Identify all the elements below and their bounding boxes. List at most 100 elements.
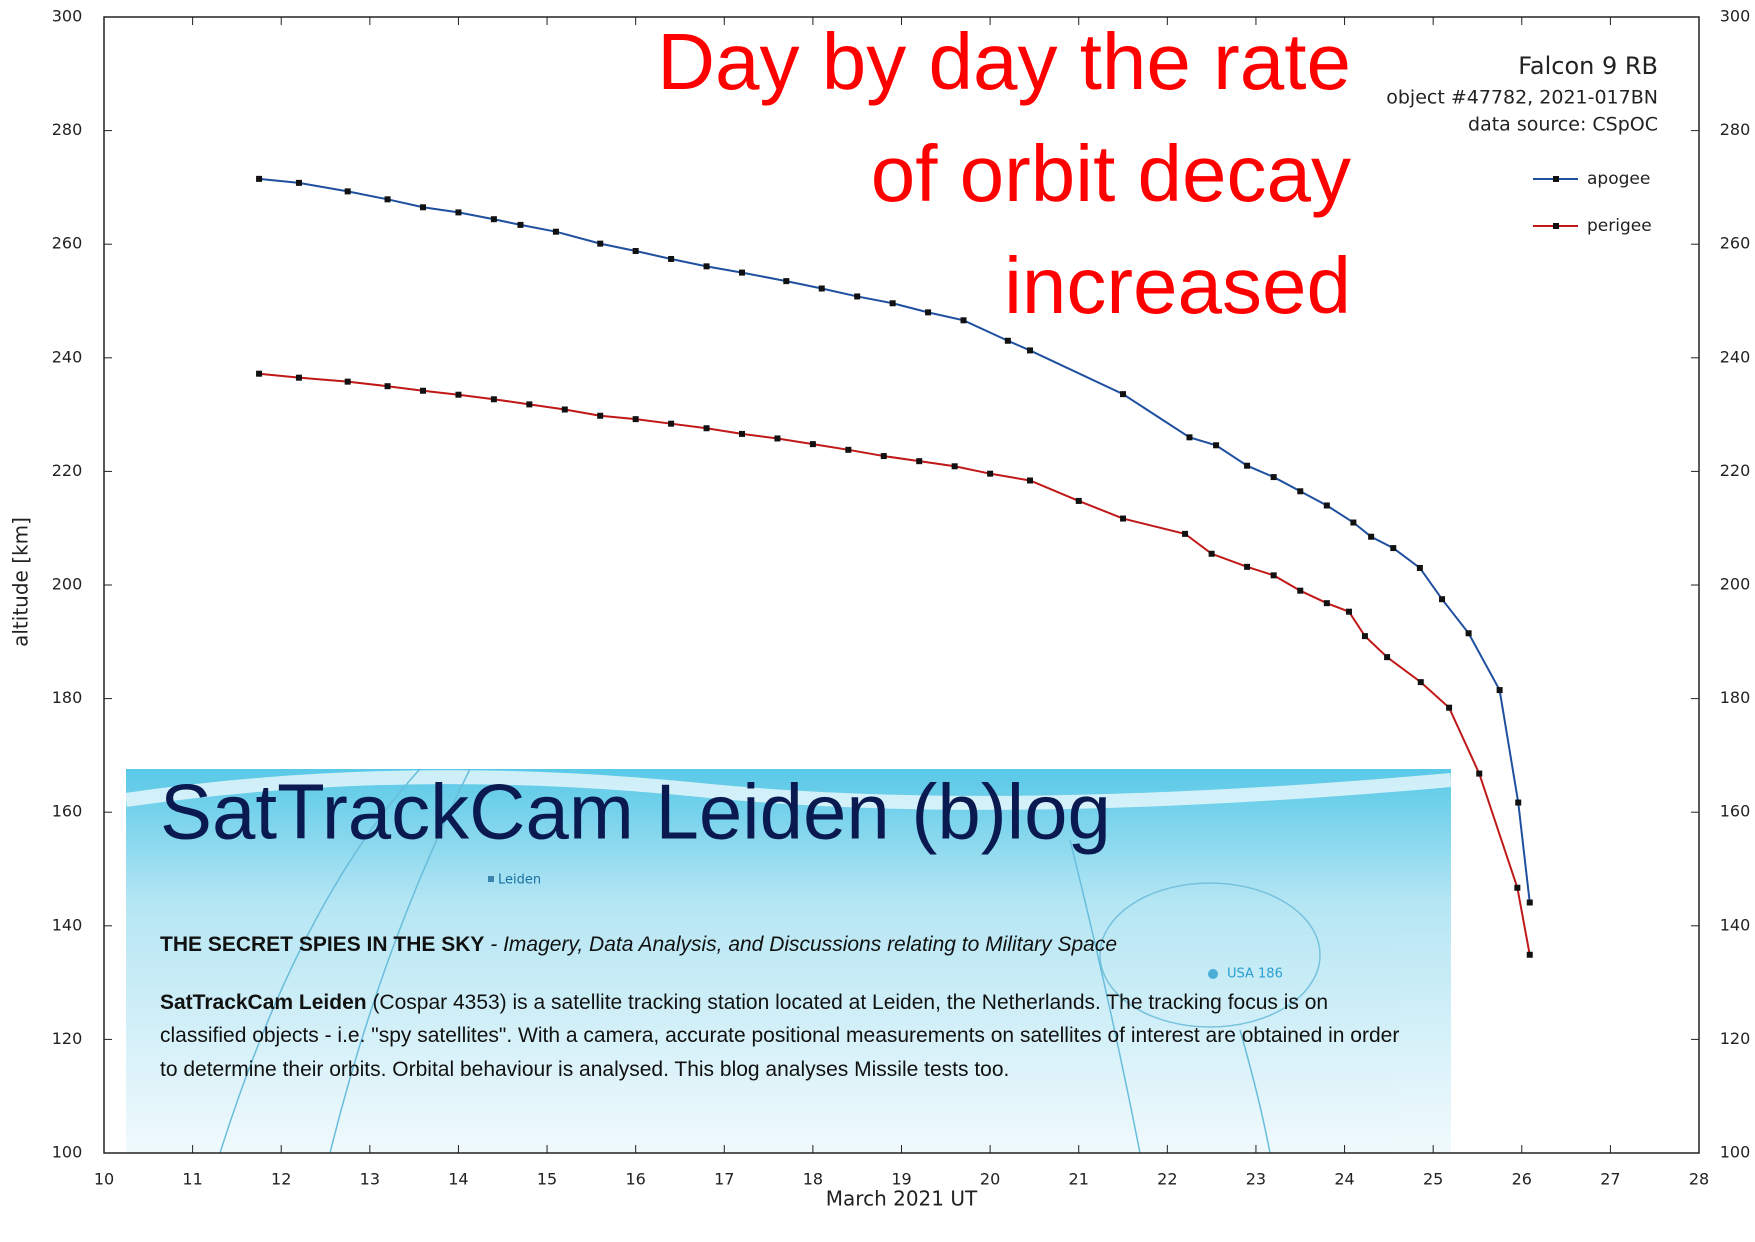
x-tick-label: 16 bbox=[625, 1170, 645, 1189]
blog-paragraph: SatTrackCam Leiden (Cospar 4353) is a sa… bbox=[160, 986, 1410, 1087]
point bbox=[562, 406, 568, 412]
y2-tick-label: 100 bbox=[1720, 1143, 1751, 1162]
x-tick-label: 25 bbox=[1423, 1170, 1443, 1189]
x-tick-label: 22 bbox=[1157, 1170, 1177, 1189]
point bbox=[1446, 705, 1452, 711]
point bbox=[890, 300, 896, 306]
legend-label: apogee bbox=[1587, 169, 1650, 189]
point bbox=[1324, 600, 1330, 606]
point bbox=[783, 278, 789, 284]
map-dot bbox=[488, 876, 494, 882]
annotation: increased bbox=[1004, 241, 1351, 330]
point bbox=[774, 435, 780, 441]
point bbox=[1362, 633, 1368, 639]
y2-tick-label: 240 bbox=[1720, 347, 1751, 366]
point bbox=[925, 309, 931, 315]
x-tick-label: 20 bbox=[980, 1170, 1000, 1189]
point bbox=[1390, 545, 1396, 551]
y-tick-label: 220 bbox=[52, 461, 83, 480]
legend-marker bbox=[1553, 223, 1559, 229]
point bbox=[961, 317, 967, 323]
y2-tick-label: 260 bbox=[1720, 234, 1751, 253]
y-tick-label: 140 bbox=[52, 915, 83, 934]
y-tick-label: 200 bbox=[52, 575, 83, 594]
y2-tick-label: 220 bbox=[1720, 461, 1751, 480]
point bbox=[345, 379, 351, 385]
point bbox=[491, 216, 497, 222]
point bbox=[517, 222, 523, 228]
point bbox=[633, 416, 639, 422]
point bbox=[1027, 347, 1033, 353]
point bbox=[952, 463, 958, 469]
point bbox=[1076, 498, 1082, 504]
y-axis-label: altitude [km] bbox=[9, 517, 33, 647]
y2-tick-label: 200 bbox=[1720, 575, 1751, 594]
x-tick-label: 15 bbox=[537, 1170, 557, 1189]
point bbox=[1271, 572, 1277, 578]
point bbox=[739, 431, 745, 437]
y2-tick-label: 180 bbox=[1720, 688, 1751, 707]
point bbox=[455, 392, 461, 398]
x-axis-label: March 2021 UT bbox=[826, 1187, 978, 1211]
x-tick-label: 12 bbox=[271, 1170, 291, 1189]
point bbox=[819, 286, 825, 292]
map-label: Leiden bbox=[498, 873, 541, 888]
x-tick-label: 26 bbox=[1512, 1170, 1532, 1189]
point bbox=[385, 196, 391, 202]
y2-tick-label: 300 bbox=[1720, 7, 1751, 26]
point bbox=[385, 383, 391, 389]
point bbox=[1297, 588, 1303, 594]
point bbox=[597, 241, 603, 247]
lead: SatTrackCam Leiden bbox=[160, 991, 367, 1014]
point bbox=[1418, 679, 1424, 685]
info-text: Falcon 9 RB bbox=[1518, 52, 1658, 80]
y-tick-label: 240 bbox=[52, 347, 83, 366]
point bbox=[704, 263, 710, 269]
y-tick-label: 300 bbox=[52, 7, 83, 26]
point bbox=[1514, 885, 1520, 891]
annotation: of orbit decay bbox=[871, 129, 1351, 218]
y-tick-label: 100 bbox=[52, 1143, 83, 1162]
info-text: data source: CSpOC bbox=[1468, 114, 1658, 136]
annotation: Day by day the rate bbox=[657, 17, 1351, 106]
point bbox=[296, 180, 302, 186]
point bbox=[1209, 551, 1215, 557]
x-tick-label: 11 bbox=[182, 1170, 202, 1189]
y-tick-label: 120 bbox=[52, 1029, 83, 1048]
x-tick-label: 18 bbox=[803, 1170, 823, 1189]
point bbox=[1515, 800, 1521, 806]
point bbox=[1527, 900, 1533, 906]
blog-text: THE SECRET SPIES IN THE SKY - Imagery, D… bbox=[160, 928, 1410, 1110]
point bbox=[1120, 391, 1126, 397]
y-tick-label: 180 bbox=[52, 688, 83, 707]
point bbox=[1244, 564, 1250, 570]
point bbox=[1417, 565, 1423, 571]
point bbox=[1439, 596, 1445, 602]
point bbox=[420, 204, 426, 210]
point bbox=[1384, 654, 1390, 660]
point bbox=[1005, 338, 1011, 344]
point bbox=[1244, 463, 1250, 469]
point bbox=[256, 176, 262, 182]
point bbox=[1346, 609, 1352, 615]
point bbox=[1497, 687, 1503, 693]
point bbox=[1527, 952, 1533, 958]
y2-tick-label: 140 bbox=[1720, 915, 1751, 934]
x-tick-label: 23 bbox=[1246, 1170, 1266, 1189]
point bbox=[1213, 442, 1219, 448]
point bbox=[668, 421, 674, 427]
point bbox=[845, 447, 851, 453]
subheader: - Imagery, Data Analysis, and Discussion… bbox=[490, 933, 1117, 956]
legend-marker bbox=[1553, 176, 1559, 182]
point bbox=[1120, 516, 1126, 522]
point bbox=[1466, 630, 1472, 636]
info-text: object #47782, 2021-017BN bbox=[1386, 87, 1658, 109]
x-tick-label: 17 bbox=[714, 1170, 734, 1189]
blog-title: SatTrackCam Leiden (b)log bbox=[160, 768, 1111, 856]
point bbox=[296, 375, 302, 381]
y2-tick-label: 160 bbox=[1720, 802, 1751, 821]
point bbox=[526, 401, 532, 407]
point bbox=[553, 229, 559, 235]
point bbox=[739, 270, 745, 276]
point bbox=[1476, 771, 1482, 777]
